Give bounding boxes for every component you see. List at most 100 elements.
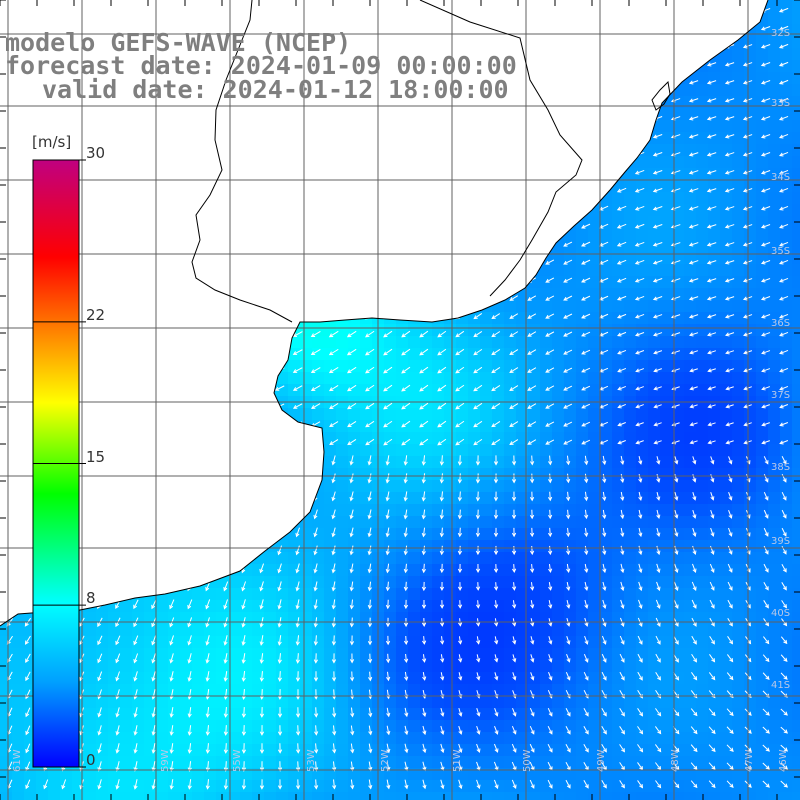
field-cell [720, 696, 732, 708]
field-cell [276, 204, 288, 216]
field-cell [12, 336, 24, 348]
field-cell [108, 264, 120, 276]
field-cell [108, 564, 120, 576]
field-cell [744, 360, 756, 372]
field-cell [468, 192, 480, 204]
field-cell [588, 156, 600, 168]
field-cell [732, 348, 744, 360]
field-cell [744, 84, 756, 96]
field-cell [192, 192, 204, 204]
field-cell [492, 12, 504, 24]
field-cell [552, 708, 564, 720]
field-cell [300, 360, 312, 372]
wind-arrow [634, 80, 645, 85]
field-cell [432, 768, 444, 780]
wind-arrow [419, 187, 428, 194]
wind-arrow [509, 115, 518, 121]
field-cell [552, 144, 564, 156]
field-cell [768, 348, 780, 360]
field-cell [720, 588, 732, 600]
wind-arrow [527, 133, 537, 139]
field-cell [156, 0, 168, 12]
field-cell [684, 84, 696, 96]
field-cell [408, 168, 420, 180]
field-cell [660, 684, 672, 696]
field-cell [696, 324, 708, 336]
field-cell [180, 528, 192, 540]
wind-arrow [184, 116, 195, 121]
wind-arrow [545, 187, 555, 193]
wind-arrow [652, 80, 663, 85]
field-cell [756, 588, 768, 600]
field-cell [708, 144, 720, 156]
field-cell [588, 348, 600, 360]
wind-arrow [724, 152, 735, 157]
field-cell [600, 420, 612, 432]
field-cell [192, 516, 204, 528]
field-cell [504, 648, 516, 660]
field-cell [120, 624, 132, 636]
field-cell [468, 780, 480, 792]
field-cell [552, 456, 564, 468]
wind-arrow [760, 80, 771, 85]
field-cell [636, 660, 648, 672]
field-cell [432, 180, 444, 192]
field-cell [672, 300, 684, 312]
field-cell [588, 312, 600, 324]
field-cell [288, 732, 300, 744]
field-cell [732, 624, 744, 636]
field-cell [684, 732, 696, 744]
field-cell [504, 120, 516, 132]
field-cell [120, 708, 132, 720]
field-cell [216, 768, 228, 780]
field-cell [12, 624, 24, 636]
field-cell [708, 732, 720, 744]
field-cell [492, 324, 504, 336]
field-cell [456, 432, 468, 444]
field-cell [480, 660, 492, 672]
field-cell [564, 420, 576, 432]
field-cell [312, 204, 324, 216]
field-cell [612, 72, 624, 84]
field-cell [720, 348, 732, 360]
field-cell [324, 108, 336, 120]
field-cell [432, 228, 444, 240]
field-cell [180, 756, 192, 768]
field-cell [792, 204, 800, 216]
field-cell [672, 252, 684, 264]
wind-arrow [329, 151, 339, 157]
field-cell [384, 408, 396, 420]
field-cell [636, 468, 648, 480]
field-cell [768, 312, 780, 324]
field-cell [408, 732, 420, 744]
field-cell [696, 252, 708, 264]
field-cell [336, 108, 348, 120]
field-cell [12, 780, 24, 792]
field-cell [156, 480, 168, 492]
field-cell [252, 180, 264, 192]
field-cell [384, 120, 396, 132]
field-cell [660, 564, 672, 576]
field-cell [756, 84, 768, 96]
field-cell [540, 360, 552, 372]
field-cell [264, 348, 276, 360]
field-cell [324, 792, 336, 800]
field-cell [624, 756, 636, 768]
field-cell [780, 312, 792, 324]
field-cell [336, 768, 348, 780]
field-cell [132, 144, 144, 156]
field-cell [504, 408, 516, 420]
field-cell [564, 432, 576, 444]
field-cell [132, 540, 144, 552]
field-cell [396, 540, 408, 552]
field-cell [252, 684, 264, 696]
wind-arrow [239, 115, 249, 121]
field-cell [540, 72, 552, 84]
field-cell [132, 480, 144, 492]
field-cell [144, 204, 156, 216]
wind-arrow [238, 151, 249, 157]
field-cell [228, 588, 240, 600]
wind-arrow [311, 187, 321, 193]
field-cell [276, 768, 288, 780]
field-cell [540, 300, 552, 312]
